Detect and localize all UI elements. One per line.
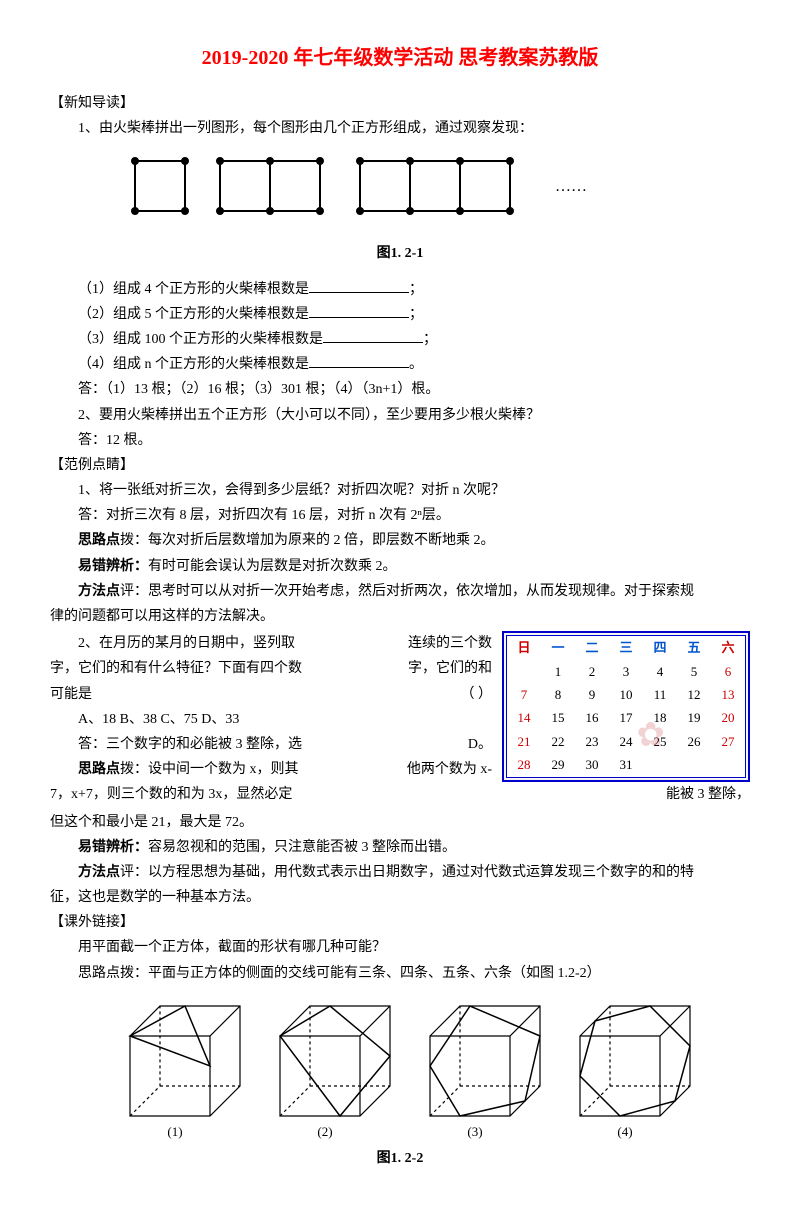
s1-ans2: 答：12 根。 (50, 428, 750, 453)
calendar-table: 日 一 二 三 四 五 六 123456 78910111213 1415161… (507, 636, 745, 776)
s2-tip1: 思路点拨：每次对折后层数增加为原来的 2 倍，即层数不断地乘 2。 (50, 528, 750, 553)
s2-tip3b: 律的问题都可以用这样的方法解决。 (50, 604, 750, 629)
doc-title: 2019-2020 年七年级数学活动 思考教案苏教版 (50, 40, 750, 76)
s1-q1: （1）组成 4 个正方形的火柴棒根数是； (50, 277, 750, 302)
s1-q4: （4）组成 n 个正方形的火柴棒根数是。 (50, 352, 750, 377)
calendar: ✿ 日 一 二 三 四 五 六 123456 78910111213 (502, 631, 750, 781)
s1-ans1: 答：（1）13 根；（2）16 根；（3）301 根；（4）（3n+1）根。 (50, 377, 750, 402)
s3-p2: 思路点拨：平面与正方体的侧面的交线可能有三条、四条、五条、六条（如图 1.2-2… (50, 961, 750, 986)
figure-1-2-1: …… 图1. 2-1 (50, 151, 750, 266)
cube-label-4: (4) (617, 1124, 632, 1139)
section-examples: 【范例点睛】 1、将一张纸对折三次，会得到多少层纸？对折四次呢？对折 n 次呢？… (50, 453, 750, 910)
s2-tip2: 易错辨析：有时可能会误认为层数是对折次数乘 2。 (50, 554, 750, 579)
section1-head: 【新知导读】 (50, 91, 750, 116)
s2-t8a: 方法点评：以方程思想为基础，用代数式表示出日期数字，通过对代数式运算发现三个数字… (50, 860, 750, 885)
s2-a1: 答：对折三次有 8 层，对折四次有 16 层，对折 n 次有 2ⁿ层。 (50, 503, 750, 528)
s2-t8b: 征，这也是数学的一种基本方法。 (50, 885, 750, 910)
s2-p1: 1、将一张纸对折三次，会得到多少层纸？对折四次呢？对折 n 次呢？ (50, 478, 750, 503)
s1-q2: （2）组成 5 个正方形的火柴棒根数是； (50, 302, 750, 327)
s2-t7: 易错辨析：容易忽视和的范围，只注意能否被 3 整除而出错。 (50, 835, 750, 860)
s1-p2: 2、要用火柴棒拼出五个正方形（大小可以不同），至少要用多少根火柴棒？ (50, 403, 750, 428)
cube-label-3: (3) (467, 1124, 482, 1139)
fig2-label: 图1. 2-2 (50, 1146, 750, 1171)
figure-1-2-2: (1) (2) (3) (4) 图1. 2-2 (50, 996, 750, 1171)
fig1-label: 图1. 2-1 (50, 241, 750, 266)
section-new-knowledge: 【新知导读】 1、由火柴棒拼出一列图形，每个图形由几个正方形组成，通过观察发现： (50, 91, 750, 453)
cube-label-2: (2) (317, 1124, 332, 1139)
s1-p1: 1、由火柴棒拼出一列图形，每个图形由几个正方形组成，通过观察发现： (50, 116, 750, 141)
s2-t6: 但这个和最小是 21，最大是 72。 (50, 810, 750, 835)
svg-text:……: …… (555, 178, 587, 195)
cube-label-1: (1) (167, 1124, 182, 1139)
s1-q3: （3）组成 100 个正方形的火柴棒根数是； (50, 327, 750, 352)
cal-header-row: 日 一 二 三 四 五 六 (507, 636, 745, 659)
s2-tip3a: 方法点评：思考时可以从对折一次开始考虑，然后对折两次，依次增加，从而发现规律。对… (50, 579, 750, 604)
calendar-block: ✿ 日 一 二 三 四 五 六 123456 78910111213 (50, 631, 750, 807)
section2-head: 【范例点睛】 (50, 453, 750, 478)
section3-head: 【课外链接】 (50, 910, 750, 935)
s3-p1: 用平面截一个正方体，截面的形状有哪几种可能？ (50, 935, 750, 960)
